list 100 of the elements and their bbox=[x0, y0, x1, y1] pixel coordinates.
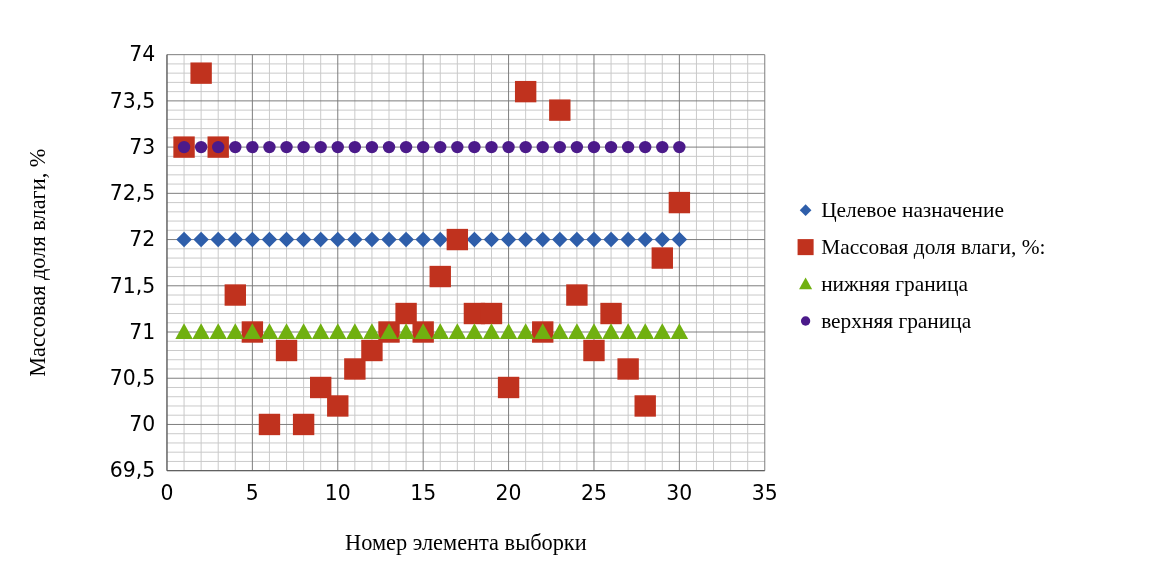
point bbox=[190, 62, 212, 84]
y-axis-title: Массовая доля влаги, % bbox=[25, 148, 51, 377]
x-tick-label: 10 bbox=[324, 480, 351, 505]
x-tick-label: 30 bbox=[666, 480, 693, 505]
point bbox=[258, 413, 281, 436]
point bbox=[497, 376, 520, 399]
point bbox=[330, 231, 346, 248]
point bbox=[416, 140, 430, 154]
point bbox=[549, 99, 571, 121]
point bbox=[482, 323, 501, 340]
point bbox=[263, 140, 276, 154]
legend-label: верхняя граница bbox=[821, 308, 972, 333]
y-tick-label: 70 bbox=[129, 412, 156, 437]
point bbox=[429, 265, 451, 288]
point bbox=[381, 231, 397, 248]
point bbox=[431, 323, 449, 340]
point bbox=[329, 323, 347, 340]
point bbox=[312, 231, 329, 248]
point bbox=[654, 231, 671, 248]
point bbox=[583, 339, 605, 362]
point bbox=[671, 231, 688, 248]
point bbox=[451, 140, 464, 154]
point bbox=[517, 231, 534, 248]
point bbox=[210, 231, 226, 248]
point bbox=[395, 302, 417, 325]
point bbox=[294, 323, 313, 340]
point bbox=[246, 140, 259, 154]
point bbox=[552, 231, 568, 248]
point bbox=[534, 231, 551, 248]
point bbox=[344, 358, 366, 380]
point bbox=[468, 140, 481, 154]
point bbox=[261, 231, 278, 248]
point bbox=[551, 323, 569, 340]
point bbox=[398, 231, 414, 248]
point bbox=[656, 140, 669, 154]
point bbox=[226, 323, 245, 340]
point bbox=[365, 140, 379, 154]
y-tick-label: 73 bbox=[129, 134, 156, 159]
point bbox=[516, 323, 535, 340]
point bbox=[466, 231, 483, 248]
point bbox=[519, 140, 532, 154]
point bbox=[297, 140, 310, 154]
point bbox=[602, 323, 620, 340]
y-tick-label: 74 bbox=[129, 42, 156, 67]
y-tick-label: 69,5 bbox=[109, 458, 156, 483]
point bbox=[292, 413, 315, 436]
point bbox=[361, 339, 383, 362]
point bbox=[636, 323, 654, 340]
x-tick-label: 5 bbox=[245, 480, 259, 505]
point bbox=[310, 376, 332, 399]
point bbox=[634, 395, 656, 417]
x-tick-label: 15 bbox=[410, 480, 437, 505]
point bbox=[194, 140, 208, 154]
point bbox=[434, 140, 447, 154]
y-tick-label: 71 bbox=[129, 319, 156, 344]
point bbox=[260, 323, 279, 340]
legend-label: Массовая доля влаги, %: bbox=[821, 234, 1046, 259]
point bbox=[224, 284, 246, 306]
point bbox=[295, 231, 312, 248]
point bbox=[566, 284, 588, 306]
legend-label: Целевое назначение bbox=[821, 197, 1005, 222]
point bbox=[604, 140, 618, 154]
point bbox=[363, 323, 381, 340]
point bbox=[277, 323, 296, 340]
point bbox=[446, 228, 469, 251]
point bbox=[638, 140, 652, 154]
point bbox=[485, 140, 498, 154]
x-tick-label: 20 bbox=[495, 480, 522, 505]
point bbox=[229, 140, 242, 154]
y-tick-label: 70,5 bbox=[109, 366, 156, 391]
point bbox=[364, 231, 380, 248]
point bbox=[653, 323, 672, 340]
x-tick-label: 25 bbox=[580, 480, 607, 505]
point bbox=[600, 302, 622, 325]
point bbox=[502, 140, 515, 154]
x-tick-label: 35 bbox=[751, 480, 778, 505]
point bbox=[620, 231, 636, 248]
point bbox=[585, 323, 603, 340]
point bbox=[192, 323, 210, 340]
point bbox=[314, 140, 327, 154]
point bbox=[586, 231, 602, 248]
point bbox=[480, 302, 503, 325]
point bbox=[448, 323, 467, 340]
point bbox=[415, 231, 431, 248]
point bbox=[244, 231, 261, 248]
point bbox=[499, 323, 518, 340]
x-axis-title: Номер элемента выборки bbox=[345, 530, 587, 556]
point bbox=[227, 231, 244, 248]
point bbox=[175, 323, 193, 340]
point bbox=[621, 140, 635, 154]
point bbox=[278, 231, 295, 248]
point bbox=[553, 140, 567, 154]
point bbox=[397, 323, 415, 340]
point bbox=[347, 231, 363, 248]
point bbox=[651, 247, 673, 269]
point bbox=[331, 140, 344, 154]
point bbox=[346, 323, 364, 340]
point bbox=[483, 231, 500, 248]
point bbox=[348, 140, 362, 154]
point bbox=[670, 323, 689, 340]
